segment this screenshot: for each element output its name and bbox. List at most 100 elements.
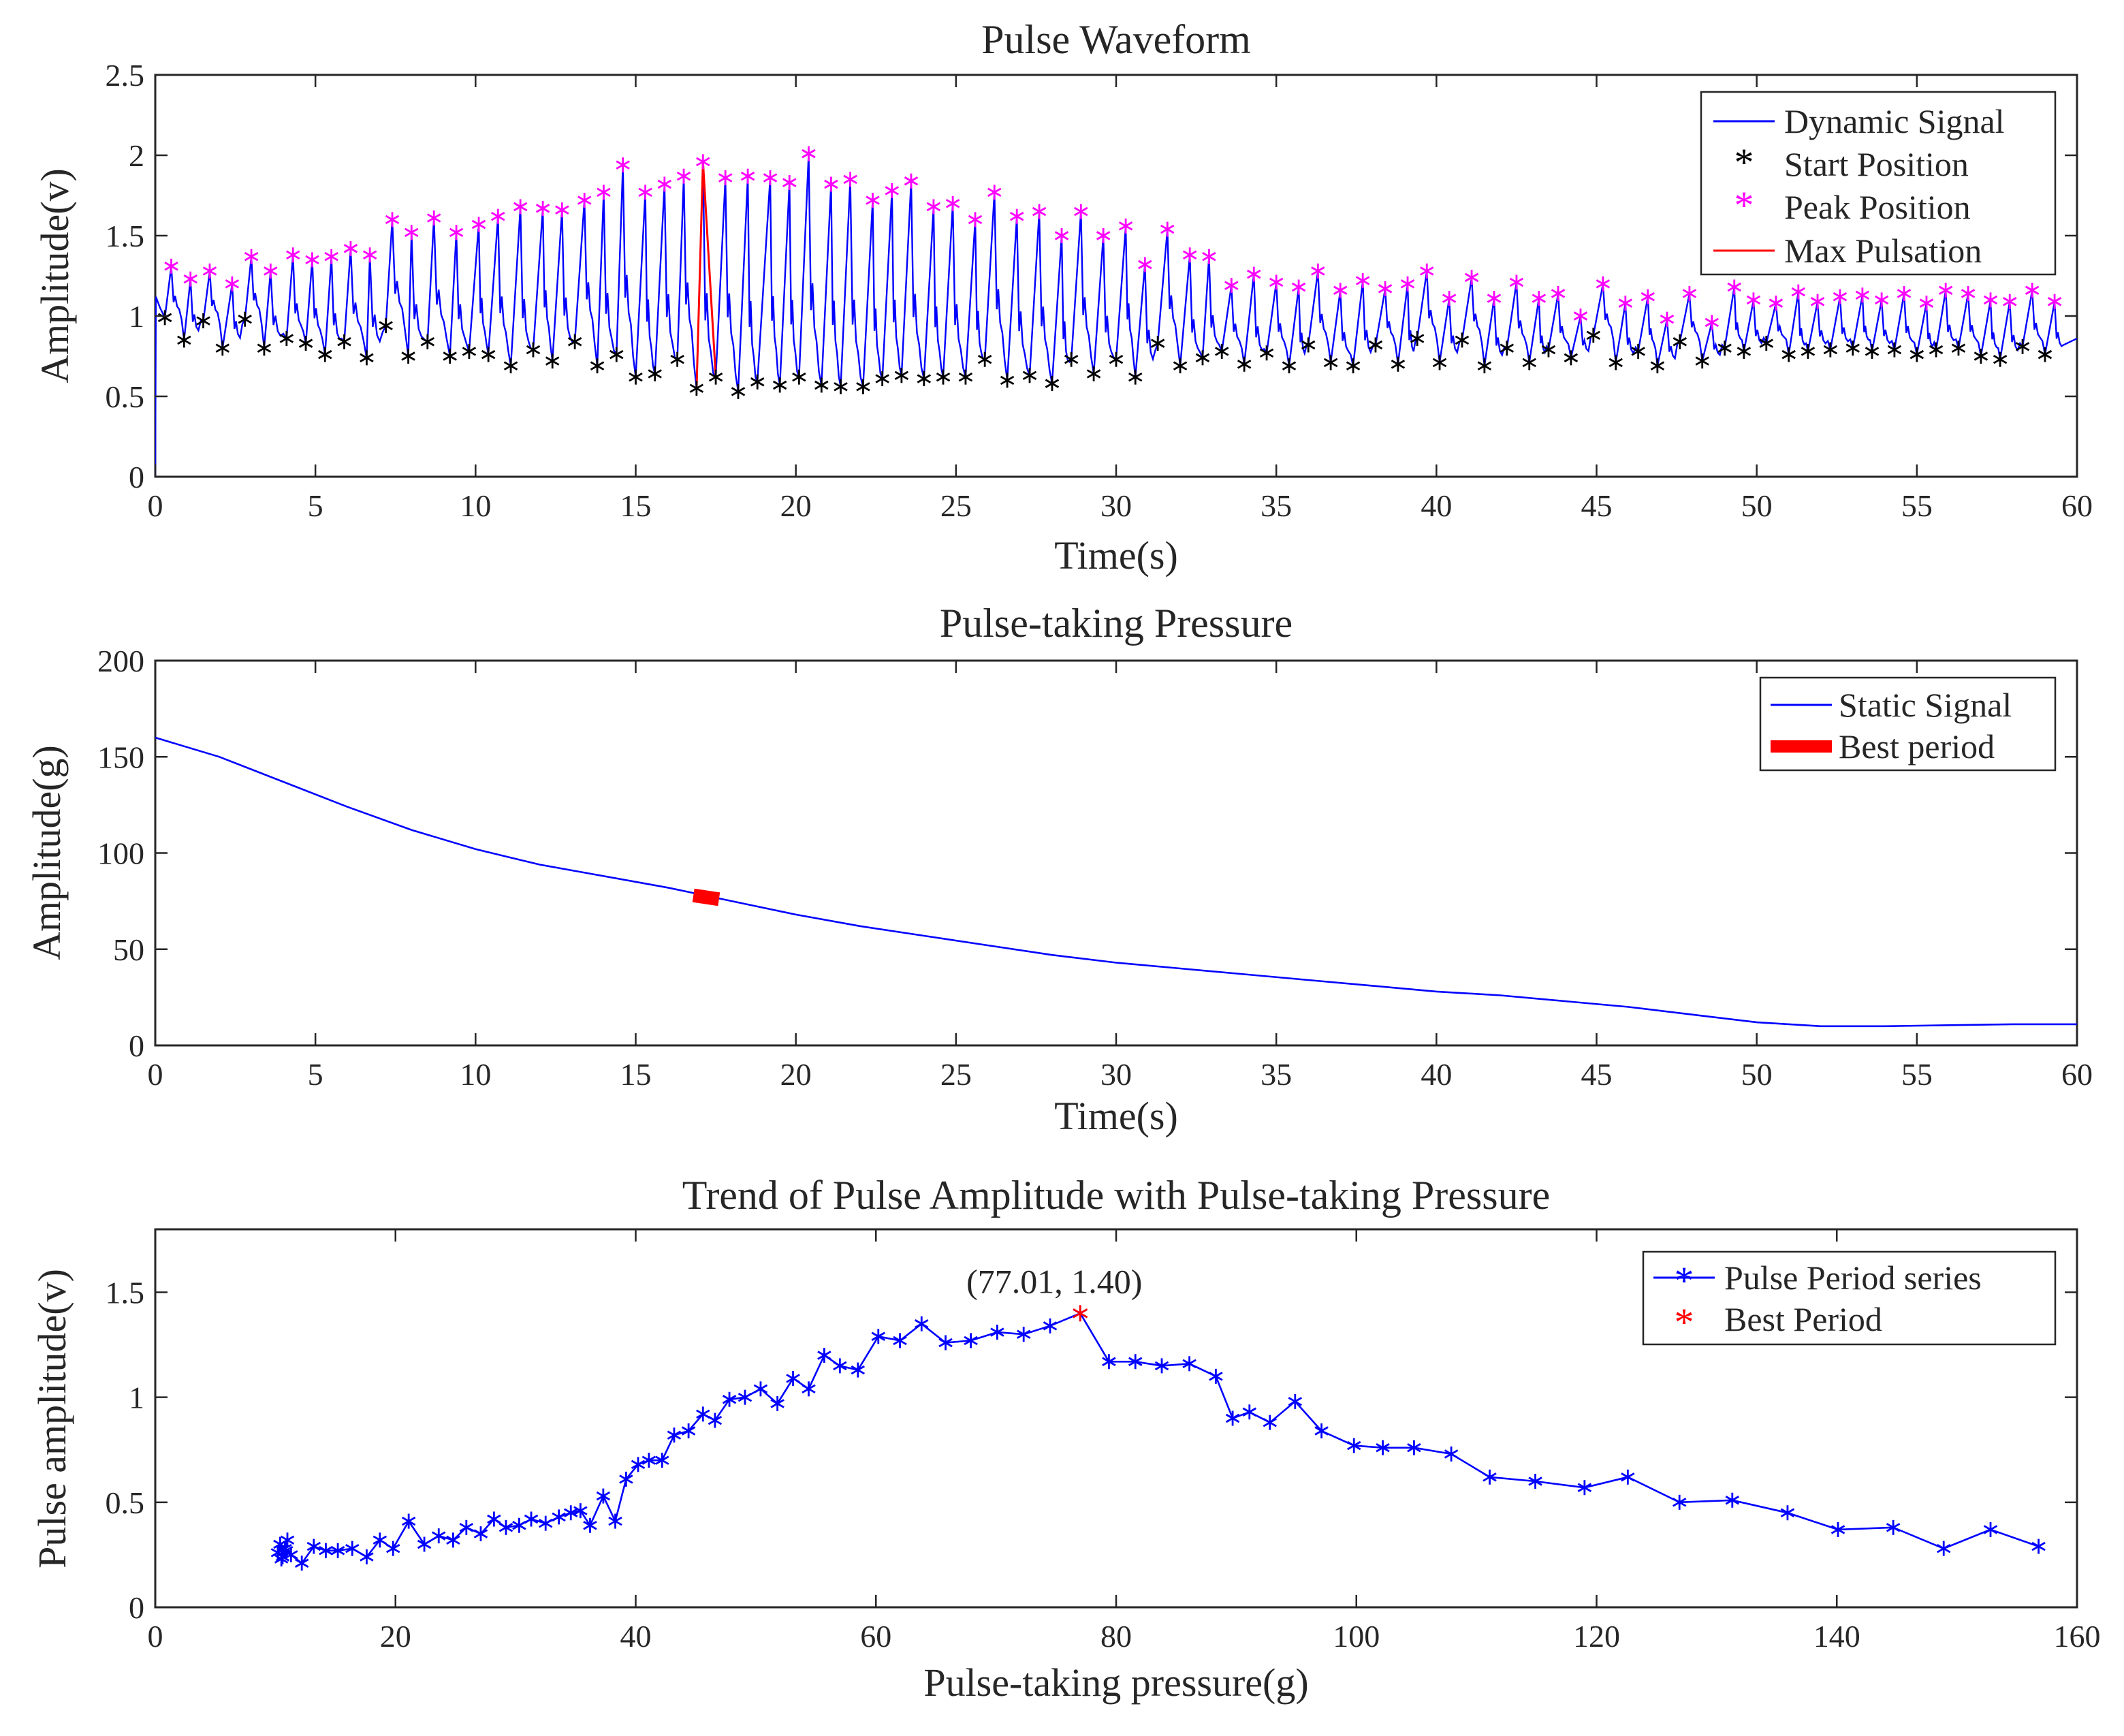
start-position-point bbox=[856, 379, 870, 394]
pulse-period-point bbox=[1672, 1494, 1687, 1510]
start-position-point bbox=[670, 351, 684, 367]
start-position-point bbox=[567, 334, 582, 349]
x-tick-label: 25 bbox=[940, 488, 972, 523]
peak-position-point bbox=[1096, 228, 1111, 243]
peak-position-point bbox=[824, 176, 838, 192]
pulse-period-point bbox=[631, 1457, 646, 1472]
start-position-point bbox=[545, 353, 560, 369]
peak-position-point bbox=[1118, 218, 1133, 234]
pulse-period-point bbox=[1886, 1519, 1901, 1535]
peak-position-point bbox=[1442, 291, 1457, 306]
start-position-point bbox=[772, 377, 787, 393]
start-position-point bbox=[1974, 349, 1988, 364]
pulse-period-point bbox=[915, 1316, 929, 1331]
pulse-period-point bbox=[667, 1427, 682, 1443]
peak-position-point bbox=[1224, 278, 1239, 294]
peak-position-point bbox=[343, 240, 358, 256]
chart-title-waveform: Pulse Waveform bbox=[981, 17, 1251, 62]
start-position-point bbox=[1064, 351, 1079, 367]
pulse-period-point bbox=[1242, 1404, 1257, 1420]
pulse-period-point bbox=[459, 1519, 474, 1535]
start-position-point bbox=[318, 347, 332, 362]
y-tick-label: 150 bbox=[97, 740, 144, 774]
peak-position-point bbox=[1769, 296, 1784, 311]
x-tick-label: 45 bbox=[1581, 1057, 1613, 1092]
start-position-point bbox=[1432, 355, 1447, 370]
start-position-point bbox=[629, 369, 643, 385]
pulse-period-point bbox=[1483, 1469, 1497, 1485]
peak-position-point bbox=[286, 247, 300, 263]
start-position-point bbox=[1259, 345, 1274, 361]
peak-position-point bbox=[1810, 294, 1825, 309]
legend-label-start-position: Start Position bbox=[1784, 145, 1969, 183]
peak-position-point bbox=[1532, 291, 1547, 306]
pulse-period-point bbox=[360, 1549, 374, 1564]
y-tick-label: 1.5 bbox=[106, 1276, 145, 1310]
start-position-point bbox=[420, 334, 435, 349]
peak-position-point bbox=[1464, 270, 1479, 285]
x-tick-label: 40 bbox=[620, 1619, 652, 1654]
x-tick-label: 30 bbox=[1100, 488, 1132, 523]
legend-label-best-period-trend: Best Period bbox=[1724, 1300, 1882, 1338]
start-position-point bbox=[443, 349, 457, 364]
chart-title-trend: Trend of Pulse Amplitude with Pulse-taki… bbox=[682, 1173, 1550, 1218]
peak-position-point bbox=[1897, 285, 1912, 301]
start-position-point bbox=[157, 310, 172, 326]
x-tick-label: 55 bbox=[1901, 1057, 1933, 1092]
y-tick-label: 0 bbox=[129, 460, 144, 494]
pulse-period-point bbox=[681, 1423, 696, 1438]
panel-trend: Trend of Pulse Amplitude with Pulse-taki… bbox=[30, 1173, 2101, 1705]
start-position-point bbox=[2038, 347, 2052, 362]
pulse-period-point bbox=[1209, 1368, 1223, 1384]
start-position-point bbox=[1909, 347, 1924, 362]
y-tick-label: 50 bbox=[113, 932, 144, 967]
peak-position-point bbox=[1961, 285, 1976, 301]
pulse-period-point bbox=[1182, 1356, 1196, 1372]
pulse-period-point bbox=[564, 1505, 578, 1521]
start-position-point bbox=[958, 369, 973, 385]
pulse-period-point bbox=[1288, 1393, 1303, 1409]
pulse-period-point bbox=[619, 1471, 633, 1487]
peak-position-point bbox=[1682, 285, 1697, 301]
pulse-period-point bbox=[280, 1532, 295, 1548]
pulse-period-point bbox=[432, 1528, 446, 1544]
pulse-period-point bbox=[524, 1511, 539, 1527]
start-position-point bbox=[360, 350, 374, 366]
pulse-period-point bbox=[512, 1517, 526, 1533]
start-position-point bbox=[462, 343, 477, 359]
peak-position-point bbox=[638, 185, 652, 200]
start-position-point bbox=[215, 341, 229, 356]
start-position-point bbox=[1737, 343, 1751, 359]
series-layer-waveform bbox=[155, 146, 2077, 477]
legend-trend: * Pulse Period series * Best Period bbox=[1642, 1250, 2057, 1346]
pulse-period-point bbox=[641, 1453, 656, 1468]
best-period-segment bbox=[692, 888, 720, 906]
peak-position-point bbox=[1705, 315, 1719, 330]
pulse-period-point bbox=[498, 1519, 513, 1535]
peak-position-point bbox=[2047, 294, 2062, 309]
peak-position-point bbox=[426, 210, 441, 226]
x-tick-label: 160 bbox=[2054, 1619, 2101, 1654]
pulse-period-point bbox=[345, 1541, 360, 1556]
pulse-period-point bbox=[487, 1511, 501, 1527]
start-position-point bbox=[1541, 342, 1556, 358]
x-tick-label: 45 bbox=[1581, 488, 1613, 523]
x-tick-label: 10 bbox=[460, 1057, 491, 1092]
start-position-point bbox=[708, 369, 723, 385]
start-position-point bbox=[1608, 355, 1623, 370]
series-layer-pressure bbox=[155, 736, 2077, 1028]
x-tick-label: 10 bbox=[460, 488, 491, 523]
legend-swatch-pulse-period-marker: * bbox=[1675, 1259, 1694, 1303]
x-tick-label: 55 bbox=[1901, 488, 1933, 523]
start-position-point bbox=[894, 368, 909, 383]
pulse-period-point bbox=[385, 1541, 400, 1556]
peak-position-point bbox=[324, 249, 338, 264]
x-tick-label: 120 bbox=[1573, 1619, 1620, 1654]
start-position-point bbox=[1391, 356, 1406, 372]
y-tick-label: 0.5 bbox=[106, 379, 145, 414]
static-signal-line bbox=[155, 736, 2077, 1028]
peak-position-point bbox=[1202, 249, 1216, 264]
x-tick-label: 40 bbox=[1421, 1057, 1452, 1092]
x-tick-label: 5 bbox=[308, 488, 323, 523]
pulse-period-point bbox=[1621, 1469, 1635, 1485]
